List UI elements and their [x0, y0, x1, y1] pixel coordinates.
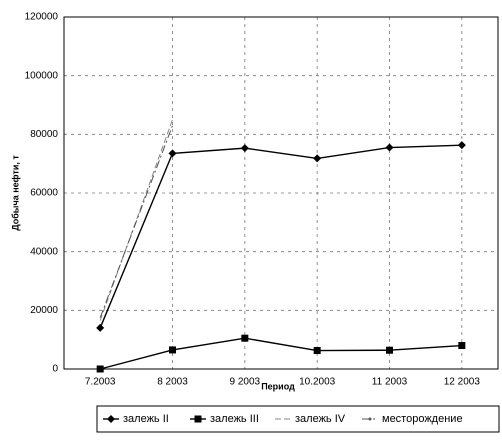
- series-line: [99, 144, 462, 329]
- y-tick-label: 40000: [30, 246, 58, 257]
- legend-label: залежь IV: [295, 413, 346, 425]
- legend-marker: [107, 415, 115, 423]
- legend-label: залежь II: [123, 413, 169, 425]
- y-tick-label: 0: [52, 364, 58, 375]
- marker: [168, 149, 177, 158]
- y-tick-label: 20000: [30, 305, 58, 316]
- x-tick-label: 10.2003: [299, 377, 336, 388]
- x-tick-label: 11 2003: [372, 377, 408, 388]
- legend-label: залежь III: [210, 413, 259, 425]
- x-tick-label: 8 2003: [157, 377, 188, 388]
- y-axis-label: Добыча нефти, т: [10, 155, 20, 231]
- marker: [240, 144, 249, 153]
- x-tick-label: 12 2003: [444, 377, 481, 388]
- y-tick-label: 120000: [25, 12, 59, 23]
- series-line: [99, 125, 173, 318]
- marker: [313, 154, 322, 163]
- marker: [241, 334, 249, 342]
- marker: [386, 346, 393, 354]
- y-tick-label: 60000: [30, 188, 58, 199]
- plot-frame: [63, 16, 499, 370]
- y-tick-label: 100000: [25, 70, 59, 81]
- marker: [313, 347, 321, 355]
- legend-marker: [368, 417, 372, 421]
- marker: [169, 346, 176, 354]
- legend-label: месторождение: [382, 413, 463, 425]
- x-tick-label: 9 2003: [230, 377, 261, 388]
- marker: [96, 365, 104, 373]
- legend-box: [96, 405, 500, 433]
- x-tick-label: 7.2003: [85, 377, 116, 388]
- marker: [385, 143, 394, 152]
- marker: [458, 342, 466, 350]
- x-axis-label: Период: [261, 381, 295, 391]
- y-tick-label: 80000: [30, 129, 58, 140]
- marker: [96, 323, 105, 332]
- series-line: [99, 337, 462, 370]
- marker: [457, 141, 466, 150]
- legend-marker: [194, 415, 202, 423]
